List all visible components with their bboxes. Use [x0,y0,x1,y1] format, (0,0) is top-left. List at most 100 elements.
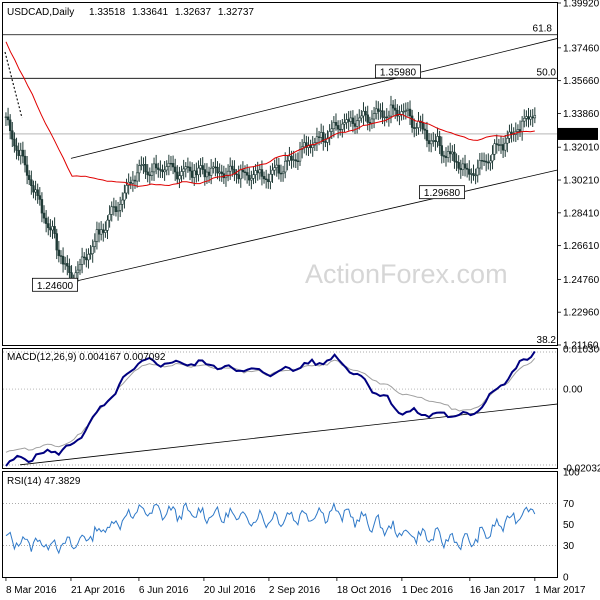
candle-body [241,169,245,173]
candle-body [370,118,374,124]
candle-body [99,229,103,235]
candle-body [108,214,111,221]
candle-body [334,122,338,126]
macd-y-tick-label: 0.00 [563,385,583,396]
candle-body [332,122,336,130]
candle-body [487,161,490,164]
candle-body [468,169,471,175]
candle-body [281,171,285,174]
x-tick-label: 21 Apr 2016 [71,585,125,596]
candle-body [199,165,202,169]
candle-body [474,174,477,177]
candle-body [463,163,467,169]
candle-body [379,110,382,112]
ohlc-readout: 1.33518 1.33641 1.32637 1.32737 [89,7,254,18]
candle-body [324,141,327,143]
watermark: ActionForex.com [305,259,508,289]
candle-body [423,128,427,131]
price-y-tick-label: 1.26610 [563,241,600,252]
candle-body [319,132,323,138]
price-y-tick-label: 1.35660 [563,76,600,87]
candle-body [453,151,456,162]
candle-body [296,160,300,162]
candle-body [243,171,247,173]
candle-body [245,172,249,176]
candle-body [472,173,475,176]
candle-body [339,128,342,131]
last-price-marker [558,127,598,140]
candle-body [273,167,276,171]
candle-body [429,140,433,145]
candle-body [525,116,528,119]
candle-body [478,160,482,169]
candle-body [138,165,141,174]
candle-body [135,172,139,182]
macd-pane-frame [2,348,558,469]
candle-body [484,160,488,163]
price-y-tick-label: 1.39920 [563,0,600,10]
candle-body [237,174,240,180]
candle-body [34,189,37,193]
candle-body [499,144,503,146]
candle-body [201,165,204,170]
macd-title: MACD(12,26,9) 0.004167 0.007092 [7,352,166,363]
candle-body [125,185,128,194]
candle-body [527,116,530,120]
candle-body [406,108,410,111]
price-y-tick-label: 1.28410 [563,208,600,219]
candle-body [461,163,465,171]
rsi-y-tick-label: 0 [563,573,569,584]
candle-body [205,171,209,178]
candle-body [11,130,14,140]
candle-body [520,120,524,132]
candle-body [328,131,331,139]
candle-body [305,142,308,148]
candle-body [76,269,80,274]
candle-body [345,119,348,123]
candle-body [188,166,192,172]
candle-body [178,175,181,180]
candle-body [421,122,424,130]
candle-body [55,233,58,251]
candle-body [254,170,257,175]
fib-label-618: 61.8 [533,24,553,35]
candle-body [83,256,86,259]
candle-body [42,212,46,219]
candle-body [157,167,160,170]
candle-body [387,115,391,119]
candle-body [231,165,234,170]
rsi-y-tick-label: 70 [563,499,575,510]
candle-body [49,227,52,231]
candle-body [32,185,35,193]
candle-body [116,210,120,212]
x-tick-label: 16 Jan 2017 [470,585,525,596]
rsi-y-tick-label: 100 [563,468,580,479]
candle-body [271,169,274,175]
candle-body [235,173,238,176]
candle-body [248,174,251,181]
x-tick-label: 18 Oct 2016 [337,585,392,596]
candle-body [95,229,99,242]
candle-body [68,265,71,273]
candle-body [455,160,458,163]
rsi-y-tick-label: 50 [563,520,575,531]
candle-body [438,136,441,146]
candle-body [400,111,403,115]
candle-body [501,144,505,151]
candle-body [161,169,164,173]
x-tick-label: 6 Jun 2016 [139,585,189,596]
candle-body [391,104,395,109]
candle-body [87,253,90,261]
candle-body [209,167,213,176]
candle-body [360,115,363,119]
candle-body [440,145,443,156]
candle-body [152,163,156,173]
candle-body [214,166,217,168]
candle-body [229,165,232,172]
candle-body [372,113,376,120]
candle-body [197,167,200,176]
candle-body [364,110,367,116]
candle-body [4,116,8,118]
candle-body [495,143,498,145]
